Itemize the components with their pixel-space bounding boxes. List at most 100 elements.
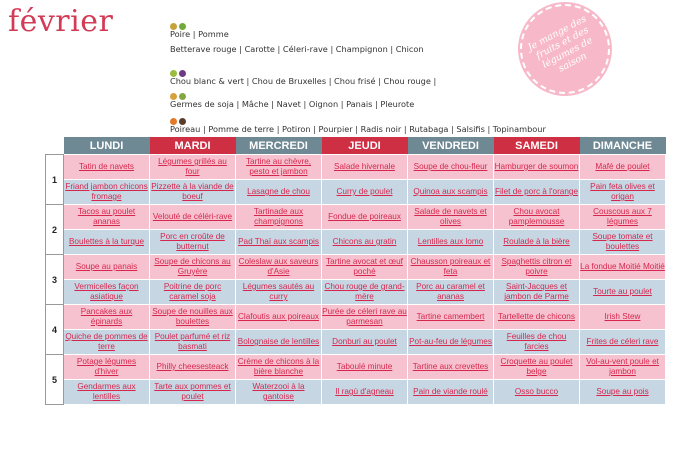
- recipe-link[interactable]: Quinoa aux scampis: [413, 187, 488, 196]
- recipe-link[interactable]: Friand jambon chicons fromage: [65, 182, 148, 201]
- recipe-link[interactable]: Gendarmes aux lentilles: [77, 382, 136, 401]
- recipe-link[interactable]: Tarte aux pommes et poulet: [154, 382, 231, 401]
- meal-cell: Pain de viande roulé: [407, 379, 494, 405]
- meal-cell: Clafoutis aux poireaux: [235, 304, 322, 330]
- meal-cell: Spaghettis citron et poivre: [493, 254, 580, 280]
- recipe-link[interactable]: Porc en croûte de butternut: [160, 232, 225, 251]
- recipe-link[interactable]: Pancakes aux épinards: [80, 307, 133, 326]
- recipe-link[interactable]: Boulettes à la turque: [68, 237, 145, 246]
- recipe-link[interactable]: Quiche de pommes de terre: [65, 332, 148, 351]
- recipe-link[interactable]: Tartine au chèvre, pesto et jambon: [245, 157, 312, 176]
- recipe-link[interactable]: Crème de chicons à la bière blanche: [237, 357, 320, 376]
- recipe-link[interactable]: Spaghettis citron et poivre: [501, 257, 572, 276]
- meal-cell: Saint-Jacques et jambon de Parme: [493, 279, 580, 305]
- recipe-link[interactable]: Clafoutis aux poireaux: [237, 312, 319, 321]
- meal-cell: Tartine aux crevettes: [407, 354, 494, 380]
- recipe-link[interactable]: Tartellette de chicons: [498, 312, 575, 321]
- recipe-link[interactable]: Curry de poulet: [336, 187, 393, 196]
- meal-cell: Crème de chicons à la bière blanche: [235, 354, 322, 380]
- meal-cell: Donburi au poulet: [321, 329, 408, 355]
- recipe-link[interactable]: Soupe de chou-fleur: [413, 162, 488, 171]
- recipe-link[interactable]: Soupe de nouilles aux boulettes: [152, 307, 233, 326]
- recipe-link[interactable]: Pizzette à la viande de boeuf: [151, 182, 234, 201]
- meal-cell: Tartinade aux champignons: [235, 204, 322, 230]
- recipe-link[interactable]: Salade de navets et olives: [414, 207, 487, 226]
- meal-cell: Feuilles de chou farcies: [493, 329, 580, 355]
- recipe-link[interactable]: Tacos au poulet ananas: [77, 207, 136, 226]
- recipe-link[interactable]: Donburi au poulet: [332, 337, 397, 346]
- recipe-link[interactable]: Hamburger de soumon: [494, 162, 579, 171]
- recipe-link[interactable]: Osso bucco: [514, 387, 559, 396]
- recipe-link[interactable]: Vermicelles façon asiatique: [74, 282, 139, 301]
- meal-cell: Poulet parfumé et riz basmati: [149, 329, 236, 355]
- recipe-link[interactable]: Fondue de poireaux: [328, 212, 401, 221]
- recipe-link[interactable]: Poulet parfumé et riz basmati: [154, 332, 231, 351]
- meal-cell: Frites de céleri rave: [579, 329, 666, 355]
- recipe-link[interactable]: Salade hivernale: [334, 162, 395, 171]
- meal-cell: Il ragù d'agneau: [321, 379, 408, 405]
- recipe-link[interactable]: Pad Thaï aux scampis: [238, 237, 319, 246]
- recipe-link[interactable]: Philly cheesesteack: [156, 362, 229, 371]
- recipe-link[interactable]: Légumes sautés au curry: [242, 282, 315, 301]
- recipe-link[interactable]: Il ragù d'agneau: [335, 387, 394, 396]
- meal-cell: Soupe au panais: [63, 254, 150, 280]
- recipe-link[interactable]: Frites de céleri rave: [586, 337, 659, 346]
- salsify-icon: [179, 118, 186, 125]
- recipe-link[interactable]: Légumes grillés au four: [158, 157, 227, 176]
- recipe-link[interactable]: Tartine avocat et œuf poché: [326, 257, 403, 276]
- recipe-link[interactable]: Chou rouge de grand-mère: [324, 282, 405, 301]
- veg-line-fruits: Poire | Pomme: [170, 22, 229, 38]
- recipe-link[interactable]: Poitrine de porc caramel soja: [163, 282, 222, 301]
- recipe-link[interactable]: Mafé de poulet: [595, 162, 650, 171]
- recipe-link[interactable]: Soupe au pois: [596, 387, 649, 396]
- meal-cell: Quiche de pommes de terre: [63, 329, 150, 355]
- recipe-link[interactable]: Velouté de céléri-rave: [152, 212, 233, 221]
- recipe-link[interactable]: Pain feta olives et origan: [590, 182, 655, 201]
- veg-line-cabbage: Chou blanc & vert | Chou de Bruxelles | …: [170, 69, 436, 85]
- recipe-link[interactable]: Tartine aux crevettes: [412, 362, 489, 371]
- meal-cell: Boulettes à la turque: [63, 229, 150, 255]
- recipe-link[interactable]: Tourte au poulet: [593, 287, 652, 296]
- recipe-link[interactable]: Purée de céleri rave au parmesan: [322, 307, 407, 326]
- recipe-link[interactable]: Roulade à la bière: [503, 237, 570, 246]
- pear-icon: [170, 23, 177, 30]
- meal-cell: Lentilles aux lomo: [407, 229, 494, 255]
- recipe-link[interactable]: Lasagne de chou: [247, 187, 310, 196]
- recipe-link[interactable]: Lentilles aux lomo: [417, 237, 484, 246]
- recipe-link[interactable]: Croquette au poulet belge: [500, 357, 573, 376]
- recipe-link[interactable]: Chausson poireaux et feta: [410, 257, 491, 276]
- recipe-link[interactable]: Waterzooi à la gantoise: [252, 382, 305, 401]
- recipe-link[interactable]: Feuilles de chou farcies: [506, 332, 567, 351]
- pumpkin-icon: [170, 118, 177, 125]
- recipe-link[interactable]: Soupe de chicons au Gruyère: [154, 257, 231, 276]
- recipe-link[interactable]: Pain de viande roulé: [413, 387, 488, 396]
- recipe-link[interactable]: Tartinade aux champignons: [253, 207, 304, 226]
- recipe-link[interactable]: Vol-au-vent poule et jambon: [586, 357, 659, 376]
- recipe-link[interactable]: La fondue Moitié Moitié: [580, 262, 665, 271]
- recipe-link[interactable]: Porc au caramel et ananas: [416, 282, 485, 301]
- week-number: 1: [45, 154, 64, 205]
- recipe-link[interactable]: Chou avocat pamplemousse: [508, 207, 565, 226]
- meal-cell: Porc en croûte de butternut: [149, 229, 236, 255]
- recipe-link[interactable]: Soupe au panais: [75, 262, 138, 271]
- recipe-link[interactable]: Pot-au-feu de légumes: [409, 337, 492, 346]
- seasonal-stamp: Je mange des fruits et des légumes de sa…: [520, 4, 610, 94]
- meal-cell: Salade de navets et olives: [407, 204, 494, 230]
- meal-cell: Tartine avocat et œuf poché: [321, 254, 408, 280]
- recipe-link[interactable]: Couscous aux 7 légumes: [593, 207, 652, 226]
- recipe-link[interactable]: Coleslaw aux saveurs d'Asie: [238, 257, 319, 276]
- recipe-link[interactable]: Bolognaise de lentilles: [237, 337, 320, 346]
- meal-cell: Lasagne de chou: [235, 179, 322, 205]
- recipe-link[interactable]: Tartine camembert: [416, 312, 485, 321]
- meal-cell: Tatin de navets: [63, 154, 150, 180]
- recipe-link[interactable]: Taboulé minute: [336, 362, 393, 371]
- recipe-link[interactable]: Irish Stew: [604, 312, 641, 321]
- recipe-link[interactable]: Chicons au gratin: [332, 237, 397, 246]
- recipe-link[interactable]: Tatin de navets: [78, 162, 135, 171]
- meal-cell: Pain feta olives et origan: [579, 179, 666, 205]
- recipe-link[interactable]: Soupe tomate et boulettes: [592, 232, 653, 251]
- recipe-link[interactable]: Filet de porc à l'orange: [494, 187, 579, 196]
- recipe-link[interactable]: Potage légumes d'hiver: [76, 357, 137, 376]
- meal-cell: Osso bucco: [493, 379, 580, 405]
- recipe-link[interactable]: Saint-Jacques et jambon de Parme: [504, 282, 569, 301]
